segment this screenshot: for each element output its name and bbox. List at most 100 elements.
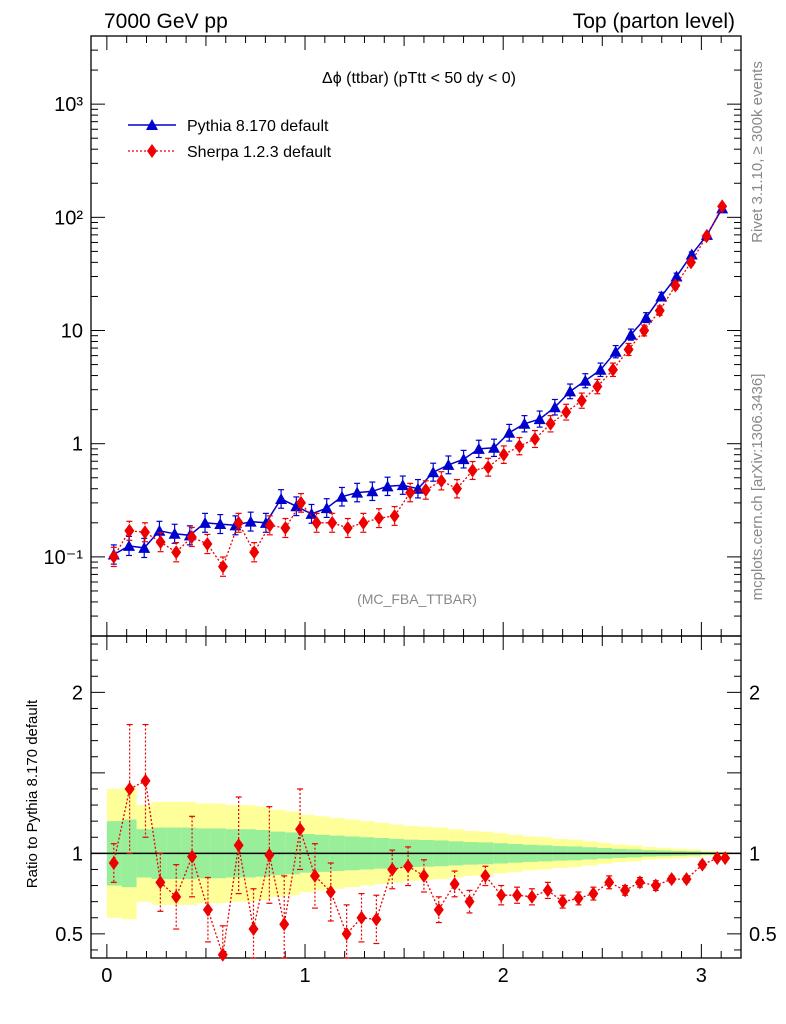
pythia-point: [381, 480, 394, 492]
sherpa-point: [108, 549, 119, 564]
pythia-point: [244, 515, 257, 527]
ratio-point: [233, 838, 244, 853]
ratio-point: [418, 868, 429, 883]
ratio-point: [433, 902, 444, 917]
ratio-point: [512, 888, 523, 903]
sherpa-point: [389, 508, 400, 523]
ratio-point: [588, 886, 599, 901]
ratio-point: [681, 872, 692, 887]
ratio-y-tick-label: 1: [72, 843, 83, 865]
ratio-point: [248, 922, 259, 937]
ratio-point: [697, 857, 708, 872]
pythia-point: [670, 270, 683, 282]
x-tick-label: 3: [696, 965, 707, 987]
pythia-point: [457, 453, 470, 465]
ratio-point: [140, 773, 151, 788]
ratio-axis-label: Ratio to Pythia 8.170 default: [24, 699, 41, 888]
sherpa-point: [124, 523, 135, 538]
sherpa-point: [295, 495, 306, 510]
pythia-point: [548, 401, 561, 413]
x-tick-label: 1: [299, 965, 310, 987]
ratio-y-tick-label: 1: [749, 843, 760, 865]
pythia-point: [427, 466, 440, 478]
ratio-point: [279, 917, 290, 932]
ratio-point: [341, 926, 352, 941]
ratio-y-tick-label: 0.5: [55, 924, 83, 946]
x-tick-label: 0: [101, 965, 112, 987]
ratio-panel: 0.5 0.5 1 1 2 2 0 1 2 3: [55, 635, 777, 987]
ratio-frame: [90, 635, 742, 959]
sherpa-point: [670, 278, 681, 293]
pythia-series-line: [113, 208, 723, 556]
ratio-point: [356, 910, 367, 925]
ratio-y-tick-label: 2: [749, 682, 760, 704]
sherpa-point: [327, 515, 338, 530]
pythia-point: [122, 539, 135, 551]
plot-title: Δϕ (ttbar) (pTtt < 50 dy < 0): [322, 70, 516, 87]
pythia-point: [290, 500, 303, 512]
y-tick-label: 1: [72, 434, 83, 456]
ratio-point: [526, 889, 537, 904]
legend-pythia-label: Pythia 8.170 default: [187, 118, 329, 135]
sherpa-point: [685, 255, 696, 270]
sherpa-point: [171, 545, 182, 560]
sherpa-point: [451, 481, 462, 496]
sherpa-point: [498, 447, 509, 462]
sherpa-point: [342, 520, 353, 535]
process-label: Top (parton level): [573, 10, 735, 33]
sherpa-point: [420, 482, 431, 497]
ratio-point: [480, 868, 491, 883]
sherpa-point: [639, 323, 650, 338]
pythia-point: [564, 385, 577, 397]
ratio-y-tick-label: 2: [72, 682, 83, 704]
pythia-point: [199, 516, 212, 528]
pythia-point: [472, 442, 485, 454]
ratio-point: [720, 851, 731, 866]
pythia-point: [609, 345, 622, 357]
ratio-point: [124, 781, 135, 796]
ratio-point: [650, 878, 661, 893]
y-tick-label: 10³: [54, 94, 83, 116]
ratio-point: [171, 889, 182, 904]
sherpa-point: [514, 439, 525, 454]
sherpa-point: [217, 559, 228, 574]
pythia-point: [640, 311, 653, 323]
sherpa-point: [405, 485, 416, 500]
energy-label: 7000 GeV pp: [104, 10, 228, 33]
pythia-point: [168, 527, 181, 539]
pythia-point: [533, 413, 546, 425]
ratio-point: [496, 888, 507, 903]
sherpa-point: [529, 432, 540, 447]
legend: Pythia 8.170 default Sherpa 1.2.3 defaul…: [128, 118, 332, 161]
ratio-point: [573, 891, 584, 906]
ratio-point: [387, 862, 398, 877]
sherpa-point: [139, 525, 150, 540]
ratio-point: [202, 902, 213, 917]
pythia-point: [655, 290, 668, 302]
ratio-series-line: [113, 779, 726, 956]
pythia-point: [335, 490, 348, 502]
pythia-point: [518, 417, 531, 429]
pythia-point: [579, 374, 592, 386]
ratio-point: [371, 912, 382, 927]
ratio-point: [217, 947, 228, 962]
pythia-point: [594, 363, 607, 375]
y-tick-label: 10⁻¹: [44, 547, 84, 569]
sherpa-point: [592, 379, 603, 394]
legend-sherpa-marker: [147, 144, 157, 158]
mcplots-label: mcplots.cern.ch [arXiv:1306.3436]: [749, 374, 766, 601]
sherpa-point: [249, 545, 260, 560]
sherpa-point: [358, 515, 369, 530]
ratio-point: [155, 875, 166, 890]
sherpa-point: [436, 473, 447, 488]
pythia-point: [503, 426, 516, 438]
y-tick-label: 10²: [54, 207, 83, 229]
sherpa-series-line: [113, 206, 723, 569]
pythia-point: [305, 507, 318, 519]
ratio-point: [187, 849, 198, 864]
main-panel: 10⁻¹ 1 10 10² 10³: [44, 35, 742, 637]
sherpa-point: [607, 362, 618, 377]
sherpa-point: [623, 342, 634, 357]
ratio-point: [464, 894, 475, 909]
pythia-point: [214, 518, 227, 530]
